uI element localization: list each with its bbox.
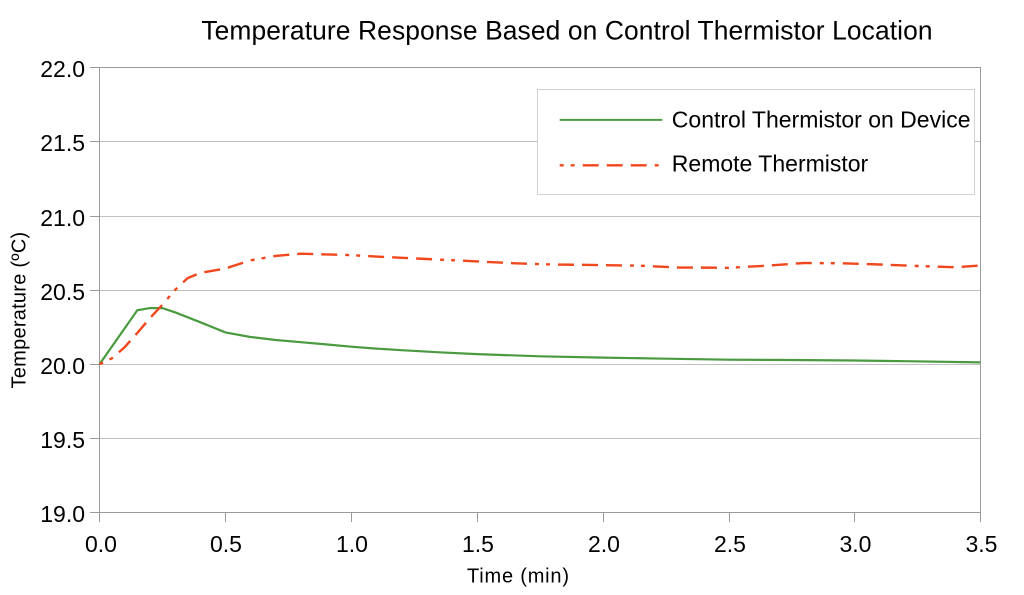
svg-text:2.5: 2.5 <box>714 531 746 557</box>
svg-text:Remote Thermistor: Remote Thermistor <box>672 151 869 177</box>
svg-text:19.0: 19.0 <box>40 501 85 527</box>
svg-text:0.0: 0.0 <box>85 531 117 557</box>
svg-text:3.5: 3.5 <box>966 531 998 557</box>
svg-text:19.5: 19.5 <box>40 427 85 453</box>
svg-text:1.0: 1.0 <box>336 531 368 557</box>
svg-text:1.5: 1.5 <box>462 531 494 557</box>
svg-text:Temperature Response Based on: Temperature Response Based on Control Th… <box>201 16 932 46</box>
svg-text:Control Thermistor on Device: Control Thermistor on Device <box>672 106 971 132</box>
svg-text:3.0: 3.0 <box>840 531 872 557</box>
svg-text:22.0: 22.0 <box>40 56 85 82</box>
svg-text:Time (min): Time (min) <box>467 566 570 588</box>
svg-text:2.0: 2.0 <box>588 531 620 557</box>
svg-text:21.0: 21.0 <box>40 205 85 231</box>
svg-text:Temperature (ºC): Temperature (ºC) <box>8 232 30 389</box>
svg-text:0.5: 0.5 <box>210 531 242 557</box>
svg-text:20.5: 20.5 <box>40 279 85 305</box>
svg-text:21.5: 21.5 <box>40 130 85 156</box>
svg-text:20.0: 20.0 <box>40 353 85 379</box>
